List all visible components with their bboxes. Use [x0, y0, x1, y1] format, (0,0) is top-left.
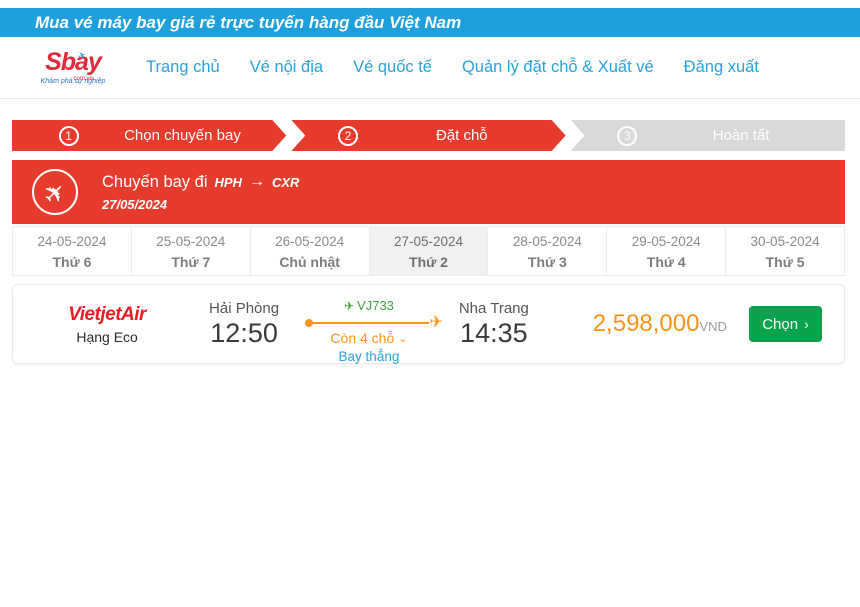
flight-number-text: VJ733	[357, 298, 394, 313]
promo-banner: Mua vé máy bay giá rẻ trực tuyến hàng đầ…	[0, 8, 860, 37]
step-number-badge: 1	[59, 126, 79, 146]
departure-time: 12:50	[210, 317, 278, 348]
tab-day: Thứ 4	[646, 254, 686, 270]
tab-day: Thứ 7	[171, 254, 211, 270]
date-tab-28-05[interactable]: 28-05-2024 Thứ 3	[488, 227, 608, 275]
route-arrow-icon: →	[248, 173, 265, 190]
step-number-badge: 3	[617, 125, 638, 146]
fare-class: Hạng Eco	[76, 328, 138, 345]
flight-route-banner: ✈ Chuyến bay đi HPH → CXR 27/05/2024	[12, 160, 845, 224]
flight-direction-label: Chuyến bay đi	[102, 172, 208, 191]
chevron-down-icon: ⌄	[398, 332, 408, 345]
step-choose-flight: 1 Chọn chuyến bay	[12, 120, 286, 151]
flight-number: ✈ VJ733	[344, 298, 394, 313]
tab-day: Chủ nhật	[279, 254, 340, 270]
date-tab-30-05[interactable]: 30-05-2024 Thứ 5	[726, 227, 845, 275]
airline-cell: VietjetAir Hạng Eco	[35, 304, 179, 345]
route-line: ✈	[304, 314, 443, 331]
tab-day: Thứ 3	[527, 254, 567, 270]
price-amount: 2,598,000	[592, 310, 700, 337]
logo-tagline: Khám phá sự nghiệp	[40, 78, 106, 85]
logo-domain: com.vn	[73, 76, 93, 82]
step-book-seat: 2 Đặt chỗ	[291, 120, 565, 151]
date-tab-24-05[interactable]: 24-05-2024 Thứ 6	[13, 227, 132, 275]
price-cell: 2,598,000VND	[559, 310, 727, 338]
arrival-cell: Nha Trang 14:35	[429, 300, 559, 349]
chevron-right-icon: ›	[804, 316, 809, 332]
flight-route-text: Chuyến bay đi HPH → CXR 27/05/2024	[102, 173, 299, 212]
tab-day: Thứ 5	[765, 254, 805, 270]
logo-text: Sbay	[45, 48, 102, 76]
nav-item-home[interactable]: Trang chủ	[146, 58, 220, 76]
small-plane-icon: ✈	[343, 298, 355, 313]
date-tabs: 24-05-2024 Thứ 6 25-05-2024 Thứ 7 26-05-…	[12, 226, 845, 276]
vietjet-logo: VietjetAir	[68, 303, 146, 325]
booking-steps: 1 Chọn chuyến bay 2 Đặt chỗ 3 Hoàn tất	[12, 120, 845, 151]
origin-code: HPH	[214, 174, 242, 190]
tab-date: 26-05-2024	[275, 234, 345, 249]
arrival-time: 14:35	[460, 317, 528, 348]
select-flight-button[interactable]: Chọn ›	[748, 306, 822, 342]
tab-date: 25-05-2024	[156, 234, 226, 249]
tab-day: Thứ 6	[52, 254, 92, 270]
step-complete: 3 Hoàn tất	[570, 120, 845, 151]
step-label: Hoàn tất	[712, 127, 770, 144]
plane-icon: ✈	[36, 174, 73, 211]
route-plane-icon: ✈	[429, 314, 443, 331]
tab-date: 24-05-2024	[37, 234, 107, 249]
tab-date: 27-05-2024	[393, 234, 464, 249]
date-tab-26-05[interactable]: 26-05-2024 Chủ nhật	[250, 227, 370, 275]
select-button-label: Chọn	[762, 315, 799, 333]
nav-item-manage-booking[interactable]: Quản lý đặt chỗ & Xuất vé	[461, 58, 654, 76]
step-label: Chọn chuyến bay	[124, 127, 241, 144]
nav-item-international-tickets[interactable]: Vé quốc tế	[353, 58, 432, 76]
flight-result-row: VietjetAir Hạng Eco Hải Phòng 12:50 ✈ VJ…	[12, 284, 845, 364]
direct-flight-link[interactable]: Bay thẳng	[338, 349, 400, 364]
date-tab-27-05-selected[interactable]: 27-05-2024 Thứ 2	[369, 227, 489, 275]
flight-date: 27/05/2024	[102, 196, 168, 212]
tab-day: Thứ 2	[409, 254, 448, 270]
seats-left-text: Còn 4 chỗ	[330, 330, 395, 346]
main-content: 1 Chọn chuyến bay 2 Đặt chỗ 3 Hoàn tất ✈…	[12, 120, 845, 364]
date-tab-29-05[interactable]: 29-05-2024 Thứ 4	[607, 227, 727, 275]
price-currency: VND	[699, 319, 727, 334]
route-cell: ✈ VJ733 ✈ Còn 4 chỗ ⌄ Bay thẳng	[304, 298, 443, 364]
header: Sbay ✈ com.vn Khám phá sự nghiệp Trang c…	[0, 37, 860, 99]
departure-city: Hải Phòng	[209, 299, 280, 317]
step-label: Đặt chỗ	[435, 127, 488, 144]
promo-banner-text: Mua vé máy bay giá rẻ trực tuyến hàng đầ…	[35, 12, 462, 32]
nav-item-domestic-tickets[interactable]: Vé nội địa	[249, 58, 324, 76]
route-origin-dot	[304, 319, 313, 327]
destination-code: CXR	[271, 174, 300, 190]
plane-circle-badge: ✈	[32, 169, 78, 215]
tab-date: 29-05-2024	[631, 234, 701, 249]
nav-item-logout[interactable]: Đăng xuất	[683, 58, 759, 76]
step-number-badge: 2	[338, 126, 358, 146]
departure-cell: Hải Phòng 12:50	[179, 300, 309, 349]
tab-date: 28-05-2024	[512, 234, 582, 249]
arrival-city: Nha Trang	[458, 299, 529, 317]
tab-date: 30-05-2024	[750, 234, 820, 249]
sbay-logo[interactable]: Sbay ✈ com.vn Khám phá sự nghiệp	[30, 43, 116, 93]
main-nav: Trang chủ Vé nội địa Vé quốc tế Quản lý …	[146, 58, 759, 77]
date-tab-25-05[interactable]: 25-05-2024 Thứ 7	[131, 227, 251, 275]
seats-left-dropdown[interactable]: Còn 4 chỗ ⌄	[330, 330, 407, 346]
